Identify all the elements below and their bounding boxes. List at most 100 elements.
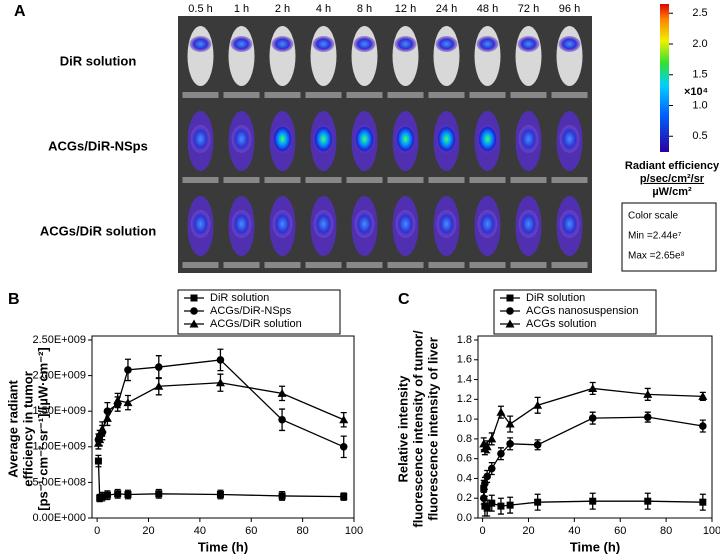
marker — [277, 388, 287, 397]
tag — [346, 262, 383, 268]
tag — [428, 177, 465, 183]
marker — [505, 319, 515, 328]
marker — [699, 422, 707, 430]
x-tick-label: 80 — [297, 525, 309, 537]
legend-box — [177, 289, 341, 335]
y-axis-label: Average radiant — [5, 379, 20, 477]
tag — [305, 262, 342, 268]
signal — [477, 210, 498, 238]
tag — [510, 262, 547, 268]
marker — [487, 464, 496, 473]
time-label: 96 h — [559, 3, 580, 15]
signal — [354, 210, 375, 238]
y-tick-label: 0.00E+000 — [32, 512, 86, 524]
marker — [114, 490, 122, 498]
tag — [346, 177, 383, 183]
marker — [278, 492, 286, 500]
y-tick-label: 2.50E+009 — [32, 334, 86, 346]
marker — [97, 424, 107, 433]
signal — [517, 36, 540, 52]
colorbar-label: 0.5 — [692, 130, 707, 142]
series-line — [483, 416, 703, 499]
time-label: 48 h — [477, 3, 498, 15]
marker — [216, 356, 225, 364]
signal — [559, 210, 580, 238]
marker — [339, 443, 348, 451]
mouse — [228, 26, 255, 86]
tag — [387, 92, 424, 98]
scale-box — [621, 202, 717, 272]
x-tick-label: 60 — [245, 525, 257, 537]
tag — [551, 262, 588, 268]
x-tick-label: 20 — [522, 525, 534, 537]
marker — [216, 491, 224, 499]
tag — [510, 92, 547, 98]
y-tick-label: 2.00E+009 — [32, 370, 86, 382]
marker — [124, 366, 132, 374]
y-tick-label: 0.4 — [457, 472, 472, 484]
y-tick-label: 0.8 — [457, 433, 472, 445]
tag — [551, 177, 588, 183]
mouse — [515, 26, 542, 86]
marker — [496, 407, 506, 416]
marker — [339, 415, 349, 424]
time-label: 4 h — [316, 3, 331, 15]
y-tick-label: 1.0 — [457, 413, 472, 425]
y-axis-label: [ps⁻¹·cm⁻²·sr⁻¹]/[µW·cm⁻²] — [35, 347, 50, 510]
marker — [215, 378, 225, 387]
row-label: DiR solution — [60, 53, 137, 68]
scale-text: Max =2.65e⁸ — [628, 251, 685, 262]
x-tick-label: 40 — [568, 525, 580, 537]
plot-frame — [477, 335, 713, 519]
y-tick-label: 1.6 — [457, 354, 472, 366]
marker — [102, 413, 112, 422]
marker — [699, 498, 707, 506]
marker — [698, 391, 708, 400]
marker — [497, 449, 505, 458]
tag — [469, 262, 506, 268]
marker — [588, 414, 597, 422]
y-axis-label: Relative intensity — [395, 375, 410, 483]
colorbar-label: 1.5 — [692, 69, 707, 81]
tag — [223, 92, 260, 98]
signal — [312, 36, 335, 52]
marker — [506, 294, 514, 302]
unit-line: Radiant efficiency — [625, 160, 720, 172]
x-axis-label: Time (h) — [570, 539, 620, 554]
legend-label: ACGs solution — [526, 318, 596, 330]
signal — [518, 125, 539, 153]
signal — [518, 210, 539, 238]
marker — [643, 413, 652, 421]
marker — [506, 440, 514, 448]
time-label: 2 h — [275, 3, 290, 15]
row-label: ACGs/DiR solution — [40, 223, 156, 238]
legend-label: ACGs nanosuspension — [526, 305, 639, 317]
signal — [190, 125, 211, 153]
signal — [231, 210, 252, 238]
marker — [98, 493, 106, 501]
tag — [182, 177, 219, 183]
y-tick-label: 1.8 — [457, 334, 472, 346]
y-axis-label: fluorescence intensity of tumor/ — [410, 330, 425, 528]
tag — [264, 262, 301, 268]
panel-letter: B — [8, 291, 20, 308]
marker — [497, 502, 505, 510]
signal — [436, 210, 457, 238]
y-tick-label: 0.0 — [457, 512, 472, 524]
y-tick-label: 1.4 — [457, 373, 472, 385]
signal — [313, 125, 334, 153]
time-label: 8 h — [357, 3, 372, 15]
mouse — [556, 26, 583, 86]
legend-label: ACGs/DiR solution — [210, 318, 302, 330]
signal — [395, 125, 416, 153]
y-axis-label: fluorescence intensity of liver — [425, 337, 440, 521]
tag — [182, 262, 219, 268]
marker — [155, 490, 163, 498]
mouse — [269, 26, 296, 86]
y-tick-label: 1.50E+009 — [32, 405, 86, 417]
colorbar-label: 2.0 — [692, 38, 707, 50]
tag — [387, 262, 424, 268]
tag — [428, 262, 465, 268]
marker — [488, 499, 496, 507]
signal — [231, 125, 252, 153]
